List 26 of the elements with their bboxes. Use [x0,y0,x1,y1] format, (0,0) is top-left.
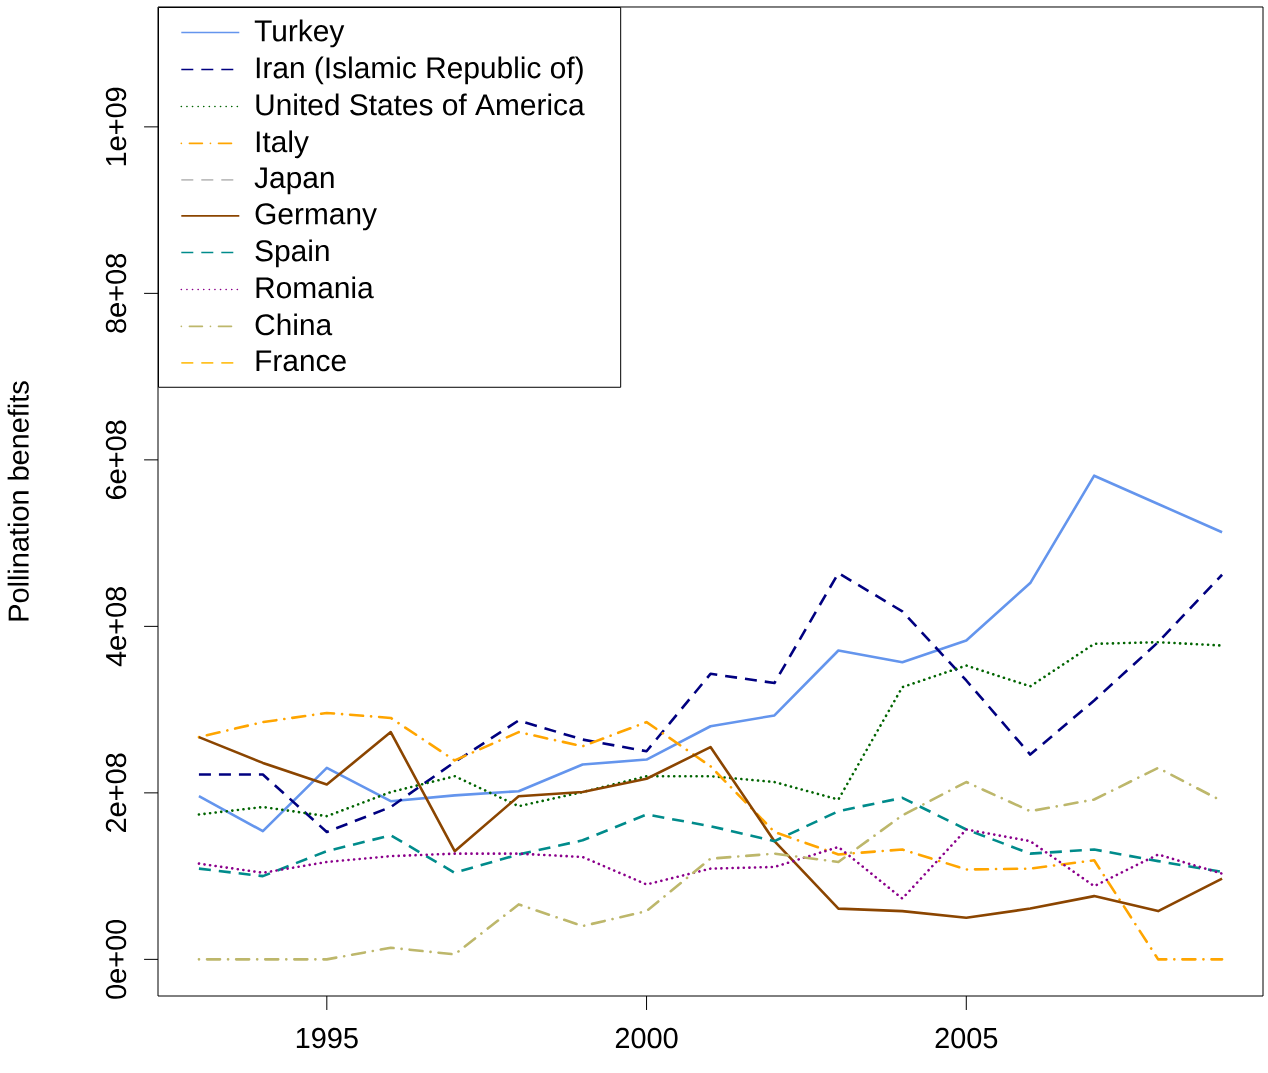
legend-label: France [256,350,346,372]
y-tick-label: 0e+00 [105,919,127,999]
line-series [197,474,1224,833]
x-tick-label: 2005 [935,1027,998,1049]
y-tick-label: 6e+08 [105,420,127,499]
legend-label: United States of America [256,93,585,116]
legend-label: Italy [256,130,309,159]
y-tick-label: 8e+08 [105,254,127,333]
line-series [197,571,1224,834]
legend-label: Iran (Islamic Republic of) [256,56,583,85]
legend-label: Japan [254,167,334,195]
line-series [197,640,1224,818]
x-tick-label: 1995 [296,1027,358,1049]
y-tick-label: 1e+09 [105,87,127,166]
legend-label: Turkey [254,19,345,48]
line-series [197,828,1224,900]
y-axis-title: Pollination benefits [7,381,29,621]
x-tick-label: 2000 [615,1027,678,1049]
y-tick-label: 2e+08 [105,753,127,832]
line-series [197,711,1224,961]
legend-label: Germany [255,203,377,231]
line-series [197,730,1224,920]
legend-label: Romania [256,276,374,299]
y-tick-label: 4e+08 [105,587,127,667]
legend-label: Spain [255,239,329,268]
legend-label: China [255,313,333,336]
